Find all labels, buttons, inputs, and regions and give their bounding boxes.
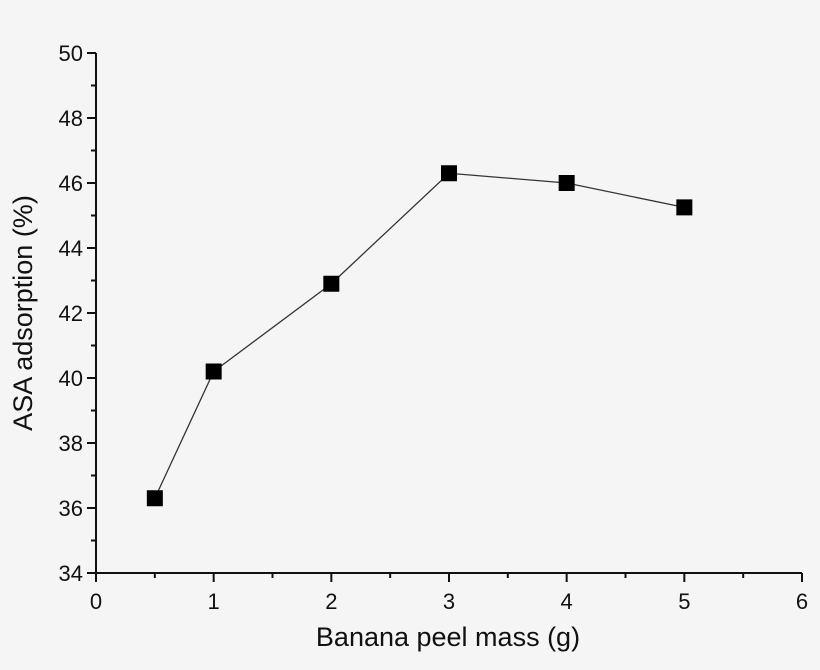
x-tick-label: 1 bbox=[208, 589, 220, 614]
series-line bbox=[154, 172, 685, 499]
x-tick-label: 0 bbox=[90, 589, 102, 614]
x-tick-label: 3 bbox=[443, 589, 455, 614]
y-tick-label: 36 bbox=[59, 496, 83, 521]
y-axis-label: ASA adsorption (%) bbox=[8, 195, 38, 431]
y-tick-label: 44 bbox=[59, 236, 83, 261]
data-point bbox=[323, 275, 340, 292]
data-point bbox=[146, 490, 163, 507]
series bbox=[146, 165, 693, 507]
x-tick-label: 5 bbox=[678, 589, 690, 614]
data-point bbox=[205, 363, 222, 380]
x-axis-label: Banana peel mass (g) bbox=[316, 622, 580, 652]
x-tick-label: 2 bbox=[325, 589, 337, 614]
data-point bbox=[558, 175, 575, 191]
y-tick-label: 48 bbox=[59, 106, 83, 131]
y-tick-label: 40 bbox=[59, 366, 83, 391]
y-tick-label: 38 bbox=[59, 431, 83, 456]
x-tick-label: 6 bbox=[796, 589, 808, 614]
y-tick-label: 34 bbox=[59, 561, 83, 586]
y-tick-label: 46 bbox=[59, 171, 83, 196]
data-point bbox=[676, 199, 693, 216]
x-tick-label: 4 bbox=[561, 589, 573, 614]
y-tick-label: 50 bbox=[59, 41, 83, 66]
data-point bbox=[441, 165, 457, 182]
y-tick-label: 42 bbox=[59, 301, 83, 326]
